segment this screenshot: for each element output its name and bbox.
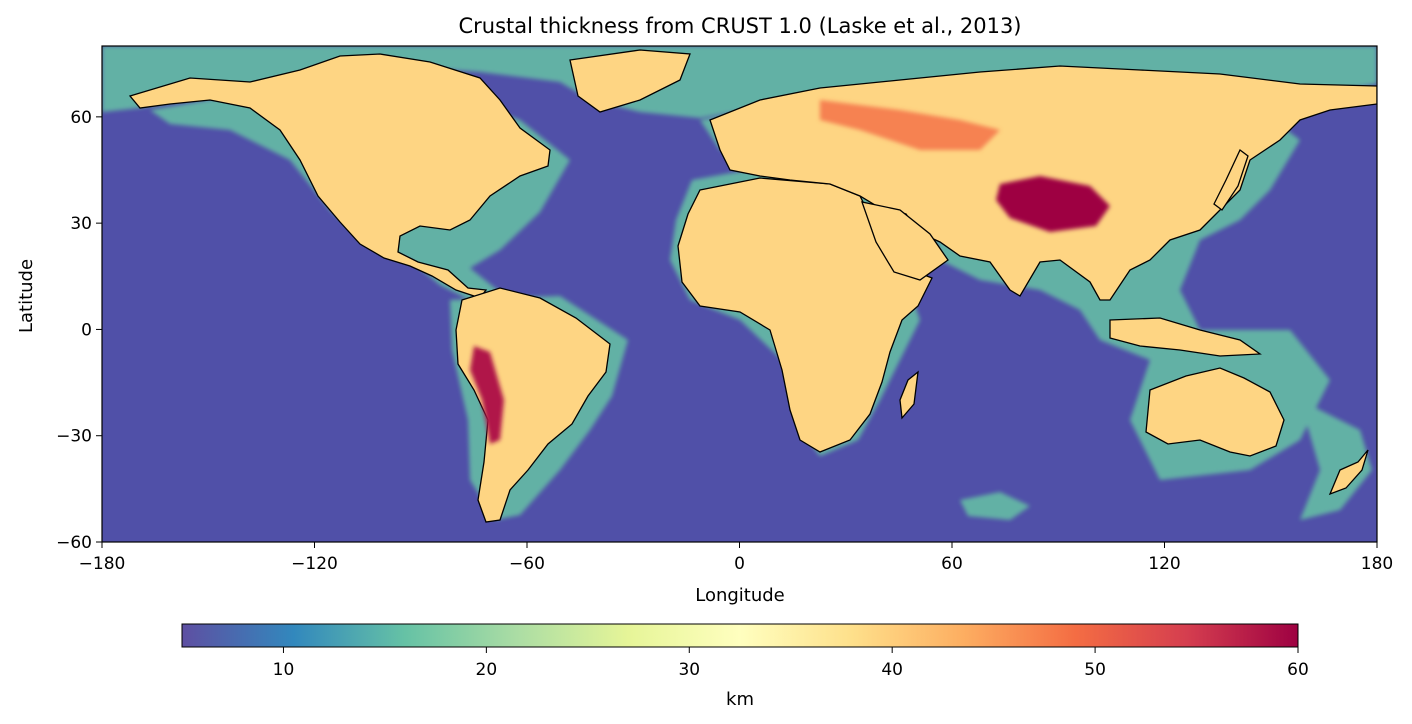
y-axis: −60 −30 0 30 60 (56, 108, 102, 553)
colorbar-tick-label: 40 (881, 660, 903, 680)
colorbar-tick-label: 10 (273, 660, 295, 680)
madagascar-land (899, 370, 919, 420)
colorbar-tick-label: 60 (1287, 660, 1309, 680)
andes-high (470, 346, 504, 444)
y-tick-label: 60 (70, 108, 92, 128)
colorbar-ticks: 10 20 30 40 50 60 (273, 647, 1309, 680)
x-tick-label: 0 (734, 554, 745, 574)
x-tick-label: −120 (291, 554, 338, 574)
australia-land (1145, 367, 1285, 457)
x-tick-label: 120 (1148, 554, 1180, 574)
japan-land (1213, 148, 1249, 211)
tibet-high (996, 176, 1110, 232)
indonesia-land (1109, 317, 1262, 357)
thickness-highs (470, 100, 1110, 444)
y-tick-label: 30 (70, 214, 92, 234)
x-axis: −180 −120 −60 0 60 120 180 (79, 542, 1393, 574)
x-tick-label: 180 (1361, 554, 1393, 574)
map-plot-area (102, 46, 1377, 542)
x-axis-label: Longitude (695, 585, 785, 606)
new-zealand-land (1328, 449, 1369, 496)
siberia-high (820, 100, 1000, 150)
colorbar (181, 623, 1299, 648)
colorbar-tick-label: 50 (1084, 660, 1106, 680)
chart-title: Crustal thickness from CRUST 1.0 (Laske … (458, 14, 1021, 38)
y-tick-label: 0 (81, 320, 92, 340)
y-tick-label: −30 (56, 427, 92, 447)
north-america-land (128, 53, 551, 299)
south-america-land (455, 287, 611, 523)
x-tick-label: −180 (79, 554, 126, 574)
colorbar-tick-label: 20 (476, 660, 498, 680)
arabia-land (861, 201, 949, 281)
colorbar-label: km (726, 689, 754, 710)
x-tick-label: −60 (509, 554, 545, 574)
y-tick-label: −60 (56, 533, 92, 553)
greenland-land (569, 49, 691, 113)
y-axis-label: Latitude (16, 259, 37, 333)
x-tick-label: 60 (941, 554, 963, 574)
colorbar-tick-label: 30 (678, 660, 700, 680)
